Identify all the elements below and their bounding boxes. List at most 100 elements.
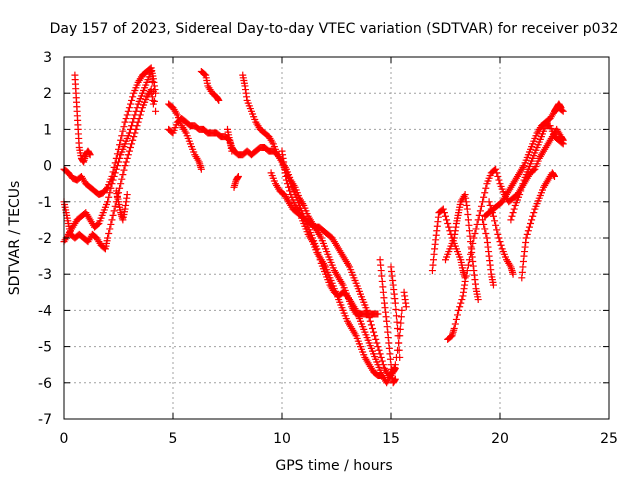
data-series <box>376 256 399 387</box>
data-point <box>118 132 126 140</box>
data-point <box>129 118 137 126</box>
data-point <box>152 107 160 115</box>
data-point <box>475 211 483 219</box>
data-point <box>522 234 530 242</box>
data-point <box>559 107 567 115</box>
data-point <box>147 67 155 75</box>
data-point <box>104 234 112 242</box>
data-point <box>111 169 119 177</box>
data-point <box>105 193 113 201</box>
data-point <box>480 193 488 201</box>
data-point <box>495 176 503 184</box>
data-point <box>396 353 404 361</box>
data-point <box>464 261 472 269</box>
data-point <box>494 172 502 180</box>
data-point <box>450 325 458 332</box>
data-point <box>456 303 464 311</box>
data-point <box>463 267 471 275</box>
data-series <box>442 191 482 304</box>
data-point <box>364 310 372 318</box>
data-point <box>444 220 452 228</box>
data-series <box>518 169 558 282</box>
data-point <box>378 372 386 380</box>
data-point <box>471 229 479 237</box>
data-point <box>121 162 129 170</box>
data-point <box>528 216 536 224</box>
data-point <box>372 335 380 343</box>
data-series <box>165 115 236 155</box>
data-series <box>197 67 223 104</box>
x-tick-label: 0 <box>60 431 69 447</box>
data-point <box>516 191 524 199</box>
data-point <box>496 238 504 246</box>
data-point <box>492 165 500 173</box>
data-point <box>509 209 517 217</box>
data-point <box>120 123 128 131</box>
data-point <box>368 325 376 332</box>
data-point <box>452 315 460 323</box>
data-point <box>391 299 399 307</box>
data-point <box>128 140 136 148</box>
data-point <box>458 296 466 304</box>
data-point <box>125 104 133 112</box>
data-point <box>109 176 117 184</box>
data-point <box>439 205 447 213</box>
y-axis-label: SDTVAR / TECUs <box>7 181 23 296</box>
data-point <box>530 209 538 217</box>
data-point <box>461 277 469 285</box>
data-point <box>375 346 383 354</box>
y-tick-label: -3 <box>38 267 52 283</box>
data-point <box>453 311 461 319</box>
data-point <box>440 209 448 217</box>
data-point <box>365 314 373 322</box>
data-point <box>124 151 132 159</box>
data-series <box>400 288 410 311</box>
data-point <box>373 339 381 347</box>
data-point <box>117 180 125 188</box>
data-point <box>557 104 565 112</box>
data-point <box>519 180 527 188</box>
data-point <box>126 125 134 133</box>
data-point <box>108 216 116 224</box>
data-point <box>489 281 497 289</box>
data-point <box>527 220 535 228</box>
data-point <box>125 147 133 155</box>
data-point <box>374 343 382 351</box>
data-point <box>126 100 134 108</box>
data-point <box>442 212 449 220</box>
data-point <box>445 223 453 231</box>
data-point <box>117 136 125 144</box>
data-point <box>494 230 502 238</box>
data-point <box>113 162 121 170</box>
data-point <box>391 364 399 372</box>
data-point <box>123 111 131 119</box>
data-point <box>123 154 131 162</box>
data-point <box>497 241 505 249</box>
data-point <box>392 312 400 320</box>
y-tick-label: 2 <box>43 86 52 102</box>
data-point <box>108 180 116 188</box>
data-point <box>482 229 490 237</box>
data-point <box>106 225 114 233</box>
data-point <box>116 141 124 149</box>
data-point <box>215 96 223 104</box>
y-tick-label: -2 <box>38 231 52 247</box>
data-point <box>470 234 478 242</box>
data-point <box>551 172 558 180</box>
data-point <box>110 207 118 215</box>
data-point <box>510 205 518 213</box>
data-point <box>131 111 139 119</box>
data-point <box>491 217 499 225</box>
data-point <box>518 183 526 191</box>
data-series <box>551 100 565 115</box>
data-point <box>529 212 537 220</box>
data-point <box>377 353 385 361</box>
data-point <box>480 220 488 228</box>
data-point <box>370 328 378 336</box>
data-point <box>371 332 379 340</box>
data-point <box>559 140 567 148</box>
data-point <box>197 165 205 173</box>
data-point <box>130 115 138 123</box>
data-point <box>482 184 490 192</box>
data-point <box>558 139 566 147</box>
